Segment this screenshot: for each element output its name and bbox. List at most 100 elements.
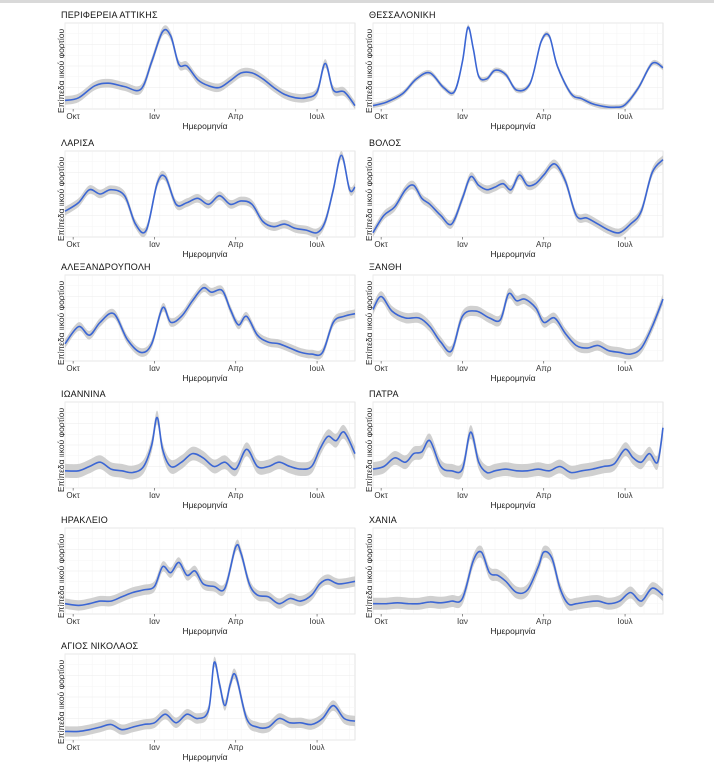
- chart-title: ΒΟΛΟΣ: [369, 138, 402, 148]
- x-axis-label: Ημερομηνία: [182, 373, 228, 383]
- x-tick-label: Ιουλ: [618, 491, 633, 500]
- series-line: [64, 28, 356, 107]
- series-line: [372, 427, 664, 474]
- x-tick-label: Οκτ: [66, 743, 80, 752]
- x-tick-label: Οκτ: [66, 364, 80, 373]
- x-tick-label: Απρ: [228, 364, 244, 373]
- x-tick-label: Οκτ: [374, 112, 388, 121]
- x-tick-label: Ιαν: [149, 240, 160, 249]
- chart-panel: ΒΟΛΟΣ Επίπεδα ιικού φορτίου Ημερομηνία Οκτ Ι…: [363, 138, 664, 259]
- plot-area: Οκτ Ιαν Απρ Ιουλ: [372, 527, 664, 626]
- x-axis-label: Ημερομηνία: [490, 500, 536, 510]
- x-tick-label: Ιουλ: [618, 240, 633, 249]
- chart-panel: ΛΑΡΙΣΑ Επίπεδα ιικού φορτίου Ημερομηνία Οκτ…: [55, 138, 356, 259]
- plot-area: Οκτ Ιαν Απρ Ιουλ: [64, 274, 356, 373]
- x-tick-label: Απρ: [536, 491, 552, 500]
- chart-title: ΑΓΙΟΣ ΝΙΚΟΛΑΟΣ: [61, 641, 139, 651]
- series-line: [372, 26, 664, 109]
- chart-title: ΗΡΑΚΛΕΙΟ: [61, 515, 108, 525]
- x-tick-label: Οκτ: [374, 617, 388, 626]
- x-tick-label: Απρ: [536, 240, 552, 249]
- x-tick-label: Ιαν: [149, 743, 160, 752]
- x-tick-label: Ιουλ: [618, 617, 633, 626]
- x-tick-label: Ιουλ: [618, 112, 633, 121]
- x-tick-label: Οκτ: [374, 364, 388, 373]
- confidence-band: [373, 155, 663, 238]
- chart-panel: ΘΕΣΣΑΛΟΝΙΚΗ Επίπεδα ιικού φορτίου Ημερομην…: [363, 10, 664, 131]
- x-tick-label: Οκτ: [66, 617, 80, 626]
- chart-title: ΠΕΡΙΦΕΡΕΙΑ ΑΤΤΙΚΗΣ: [61, 10, 158, 20]
- x-tick-label: Ιουλ: [310, 240, 325, 249]
- confidence-band: [65, 539, 355, 611]
- chart-title: ΠΑΤΡΑ: [369, 389, 399, 399]
- plot-area: Οκτ Ιαν Απρ Ιουλ: [64, 401, 356, 500]
- chart-panel: ΧΑΝΙΑ Επίπεδα ιικού φορτίου Ημερομηνία Οκτ Ι…: [363, 515, 664, 636]
- chart-title: ΧΑΝΙΑ: [369, 515, 398, 525]
- plot-area: Οκτ Ιαν Απρ Ιουλ: [372, 150, 664, 249]
- chart-panel: ΑΓΙΟΣ ΝΙΚΟΛΑΟΣ Επίπεδα ιικού φορτίου Ημερο…: [55, 641, 356, 762]
- x-tick-label: Οκτ: [66, 240, 80, 249]
- chart-title: ΛΑΡΙΣΑ: [61, 138, 95, 148]
- x-tick-label: Οκτ: [374, 491, 388, 500]
- x-axis-label: Ημερομηνία: [490, 249, 536, 259]
- x-axis-label: Ημερομηνία: [182, 500, 228, 510]
- chart-panel: ΙΩΑΝΝΙΝΑ Επίπεδα ιικού φορτίου Ημερομηνία Ο…: [55, 389, 356, 510]
- x-tick-label: Απρ: [228, 617, 244, 626]
- x-tick-label: Ιαν: [149, 491, 160, 500]
- x-tick-label: Οκτ: [374, 240, 388, 249]
- top-divider: [0, 0, 714, 3]
- x-tick-label: Ιαν: [149, 617, 160, 626]
- chart-title: ΘΕΣΣΑΛΟΝΙΚΗ: [369, 10, 436, 20]
- plot-area: Οκτ Ιαν Απρ Ιουλ: [372, 22, 664, 121]
- series-line: [64, 154, 356, 234]
- plot-area: Οκτ Ιαν Απρ Ιουλ: [64, 22, 356, 121]
- x-tick-label: Ιουλ: [310, 491, 325, 500]
- series-line: [372, 292, 664, 356]
- confidence-band: [373, 24, 663, 110]
- x-tick-label: Ιαν: [149, 364, 160, 373]
- plot-area: Οκτ Ιαν Απρ Ιουλ: [64, 653, 356, 752]
- plot-area: Οκτ Ιαν Απρ Ιουλ: [64, 150, 356, 249]
- series-line: [64, 416, 356, 474]
- x-tick-label: Ιαν: [457, 112, 468, 121]
- chart-title: ΑΛΕΞΑΝΔΡΟΥΠΟΛΗ: [61, 262, 151, 272]
- chart-panel: ΞΑΝΘΗ Επίπεδα ιικού φορτίου Ημερομηνία Οκτ Ι…: [363, 262, 664, 383]
- x-tick-label: Απρ: [228, 112, 244, 121]
- x-tick-label: Ιαν: [149, 112, 160, 121]
- x-tick-label: Ιαν: [457, 240, 468, 249]
- x-tick-label: Ιαν: [457, 617, 468, 626]
- plot-area: Οκτ Ιαν Απρ Ιουλ: [372, 401, 664, 500]
- x-tick-label: Ιουλ: [310, 743, 325, 752]
- confidence-band: [65, 25, 355, 109]
- x-tick-label: Ιαν: [457, 364, 468, 373]
- x-tick-label: Ιουλ: [310, 112, 325, 121]
- x-axis-label: Ημερομηνία: [182, 626, 228, 636]
- confidence-band: [373, 420, 663, 480]
- confidence-band: [373, 545, 663, 611]
- chart-panel: ΠΑΤΡΑ Επίπεδα ιικού φορτίου Ημερομηνία Οκτ Ι…: [363, 389, 664, 510]
- series-line: [372, 550, 664, 606]
- series-line: [372, 159, 664, 234]
- x-tick-label: Απρ: [228, 743, 244, 752]
- plot-area: Οκτ Ιαν Απρ Ιουλ: [372, 274, 664, 373]
- series-line: [64, 661, 356, 733]
- x-tick-label: Απρ: [228, 240, 244, 249]
- x-axis-label: Ημερομηνία: [182, 752, 228, 762]
- series-line: [64, 286, 356, 357]
- x-tick-label: Ιουλ: [310, 364, 325, 373]
- chart-title: ΞΑΝΘΗ: [369, 262, 402, 272]
- chart-title: ΙΩΑΝΝΙΝΑ: [61, 389, 106, 399]
- x-tick-label: Ιουλ: [618, 364, 633, 373]
- x-tick-label: Απρ: [228, 491, 244, 500]
- series-line: [64, 543, 356, 607]
- x-tick-label: Απρ: [536, 112, 552, 121]
- x-axis-label: Ημερομηνία: [182, 249, 228, 259]
- x-tick-label: Απρ: [536, 617, 552, 626]
- x-tick-label: Οκτ: [66, 112, 80, 121]
- x-tick-label: Ιουλ: [310, 617, 325, 626]
- confidence-band: [65, 656, 355, 737]
- x-tick-label: Οκτ: [66, 491, 80, 500]
- x-axis-label: Ημερομηνία: [490, 121, 536, 131]
- plot-area: Οκτ Ιαν Απρ Ιουλ: [64, 527, 356, 626]
